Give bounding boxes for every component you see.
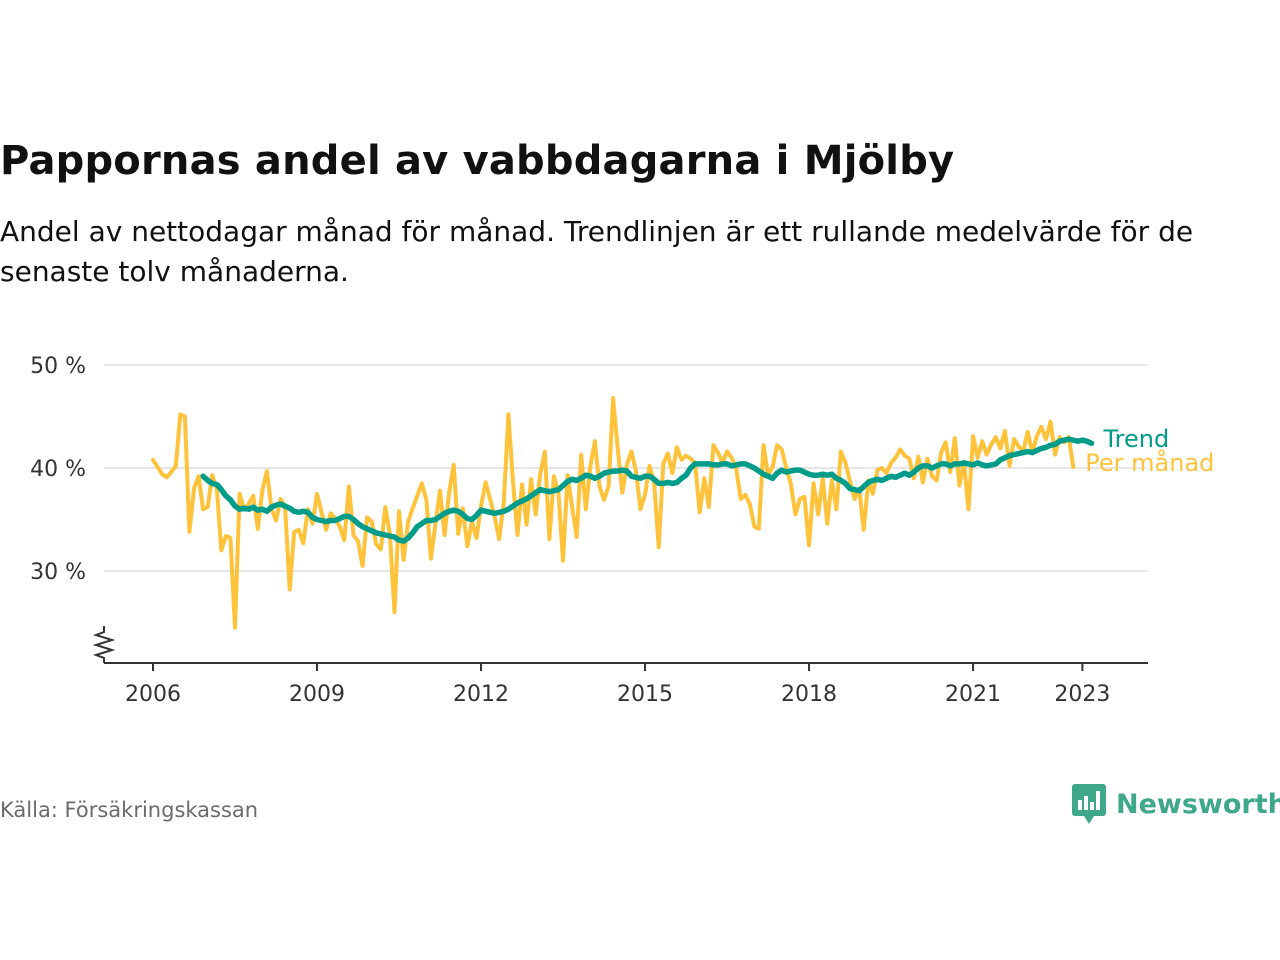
x-tick-label: 2018 bbox=[781, 682, 837, 707]
y-tick-label: 40 % bbox=[30, 457, 86, 482]
legend-label: Per månad bbox=[1085, 448, 1214, 477]
x-tick-label: 2009 bbox=[289, 682, 345, 707]
newsworthy-logo-icon bbox=[1072, 784, 1106, 824]
monthly-series-line bbox=[151, 396, 1076, 630]
axis-break-icon bbox=[92, 626, 116, 663]
legend-label: Trend bbox=[1103, 425, 1170, 453]
newsworthy-logo-text: Newsworthy bbox=[1116, 788, 1280, 820]
x-tick-label: 2012 bbox=[453, 682, 509, 707]
chart-title: Pappornas andel av vabbdagarna i Mjölby bbox=[0, 138, 955, 184]
y-tick-label: 30 % bbox=[30, 560, 86, 585]
line-chart: 30 % 40 % 50 % 2006 2009 2012 2015 2018 2021 202… bbox=[30, 354, 1214, 707]
x-tick-label: 2023 bbox=[1054, 682, 1110, 707]
y-axis-ticks: 30 % 40 % 50 % bbox=[30, 354, 86, 585]
x-axis: 2006 2009 2012 2015 2018 2021 2023 bbox=[92, 626, 1148, 707]
x-tick-label: 2006 bbox=[125, 682, 181, 707]
trend-series-line bbox=[200, 436, 1095, 544]
series-lines bbox=[151, 396, 1095, 630]
chart-subtitle: Andel av nettodagar månad för månad. Tre… bbox=[0, 215, 1194, 288]
x-tick-label: 2021 bbox=[945, 682, 1001, 707]
y-tick-label: 50 % bbox=[30, 354, 86, 379]
x-tick-label: 2015 bbox=[617, 682, 673, 707]
source-note: Källa: Försäkringskassan bbox=[0, 798, 259, 822]
newsworthy-logo[interactable]: Newsworthy bbox=[1072, 784, 1280, 824]
